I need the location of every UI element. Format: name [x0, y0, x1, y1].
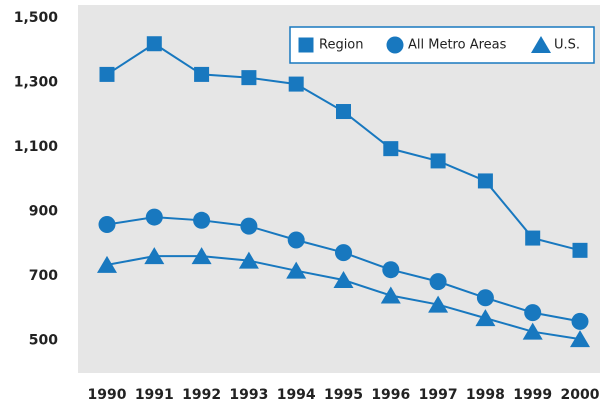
data-point — [430, 153, 446, 169]
data-point — [382, 261, 400, 279]
x-tick-label: 1997 — [419, 387, 458, 403]
y-tick-label: 1,300 — [14, 74, 59, 90]
data-point — [191, 247, 212, 265]
x-tick-label: 1999 — [513, 387, 552, 403]
data-point — [383, 141, 399, 157]
legend-label: U.S. — [554, 38, 580, 53]
data-point — [336, 104, 351, 120]
data-point — [429, 273, 447, 291]
x-tick-label: 2000 — [561, 387, 600, 403]
data-point — [240, 217, 258, 235]
plot-area — [78, 5, 600, 373]
x-tick-label: 1991 — [135, 387, 174, 403]
data-point — [572, 242, 588, 258]
data-point — [99, 66, 115, 82]
y-tick-label: 900 — [29, 204, 58, 220]
data-point — [288, 76, 304, 92]
data-point — [97, 255, 117, 273]
y-tick-label: 700 — [29, 268, 58, 284]
x-tick-label: 1993 — [229, 387, 268, 403]
data-point — [475, 309, 496, 327]
data-point — [98, 216, 116, 234]
data-point — [477, 173, 493, 189]
x-tick-label: 1990 — [88, 387, 127, 403]
y-tick-label: 1,100 — [14, 139, 59, 155]
x-tick-label: 1995 — [324, 387, 363, 403]
data-point — [428, 295, 449, 313]
data-point — [525, 230, 541, 246]
x-tick-label: 1994 — [277, 387, 316, 403]
legend-marker — [386, 36, 404, 54]
legend-marker — [298, 37, 314, 53]
data-point — [571, 312, 589, 330]
data-point — [570, 330, 590, 348]
data-point — [286, 261, 307, 279]
data-point — [524, 304, 542, 322]
data-point — [335, 244, 352, 262]
data-point — [146, 36, 162, 52]
data-point — [144, 247, 165, 265]
y-tick-label: 500 — [29, 333, 58, 349]
data-point — [287, 231, 305, 249]
data-point — [194, 66, 210, 82]
data-point — [193, 211, 211, 229]
legend-label: All Metro Areas — [408, 38, 507, 53]
data-point — [145, 208, 163, 226]
x-tick-label: 1996 — [371, 387, 410, 403]
legend-marker — [531, 36, 551, 53]
legend-label: Region — [319, 38, 364, 53]
data-point — [380, 286, 401, 304]
data-point — [238, 251, 259, 269]
x-tick-label: 1998 — [466, 387, 505, 403]
data-point — [522, 322, 543, 340]
data-point — [241, 70, 257, 86]
x-tick-label: 1992 — [182, 387, 221, 403]
data-point — [476, 289, 494, 307]
y-tick-label: 1,500 — [14, 10, 59, 26]
data-point — [333, 271, 354, 289]
